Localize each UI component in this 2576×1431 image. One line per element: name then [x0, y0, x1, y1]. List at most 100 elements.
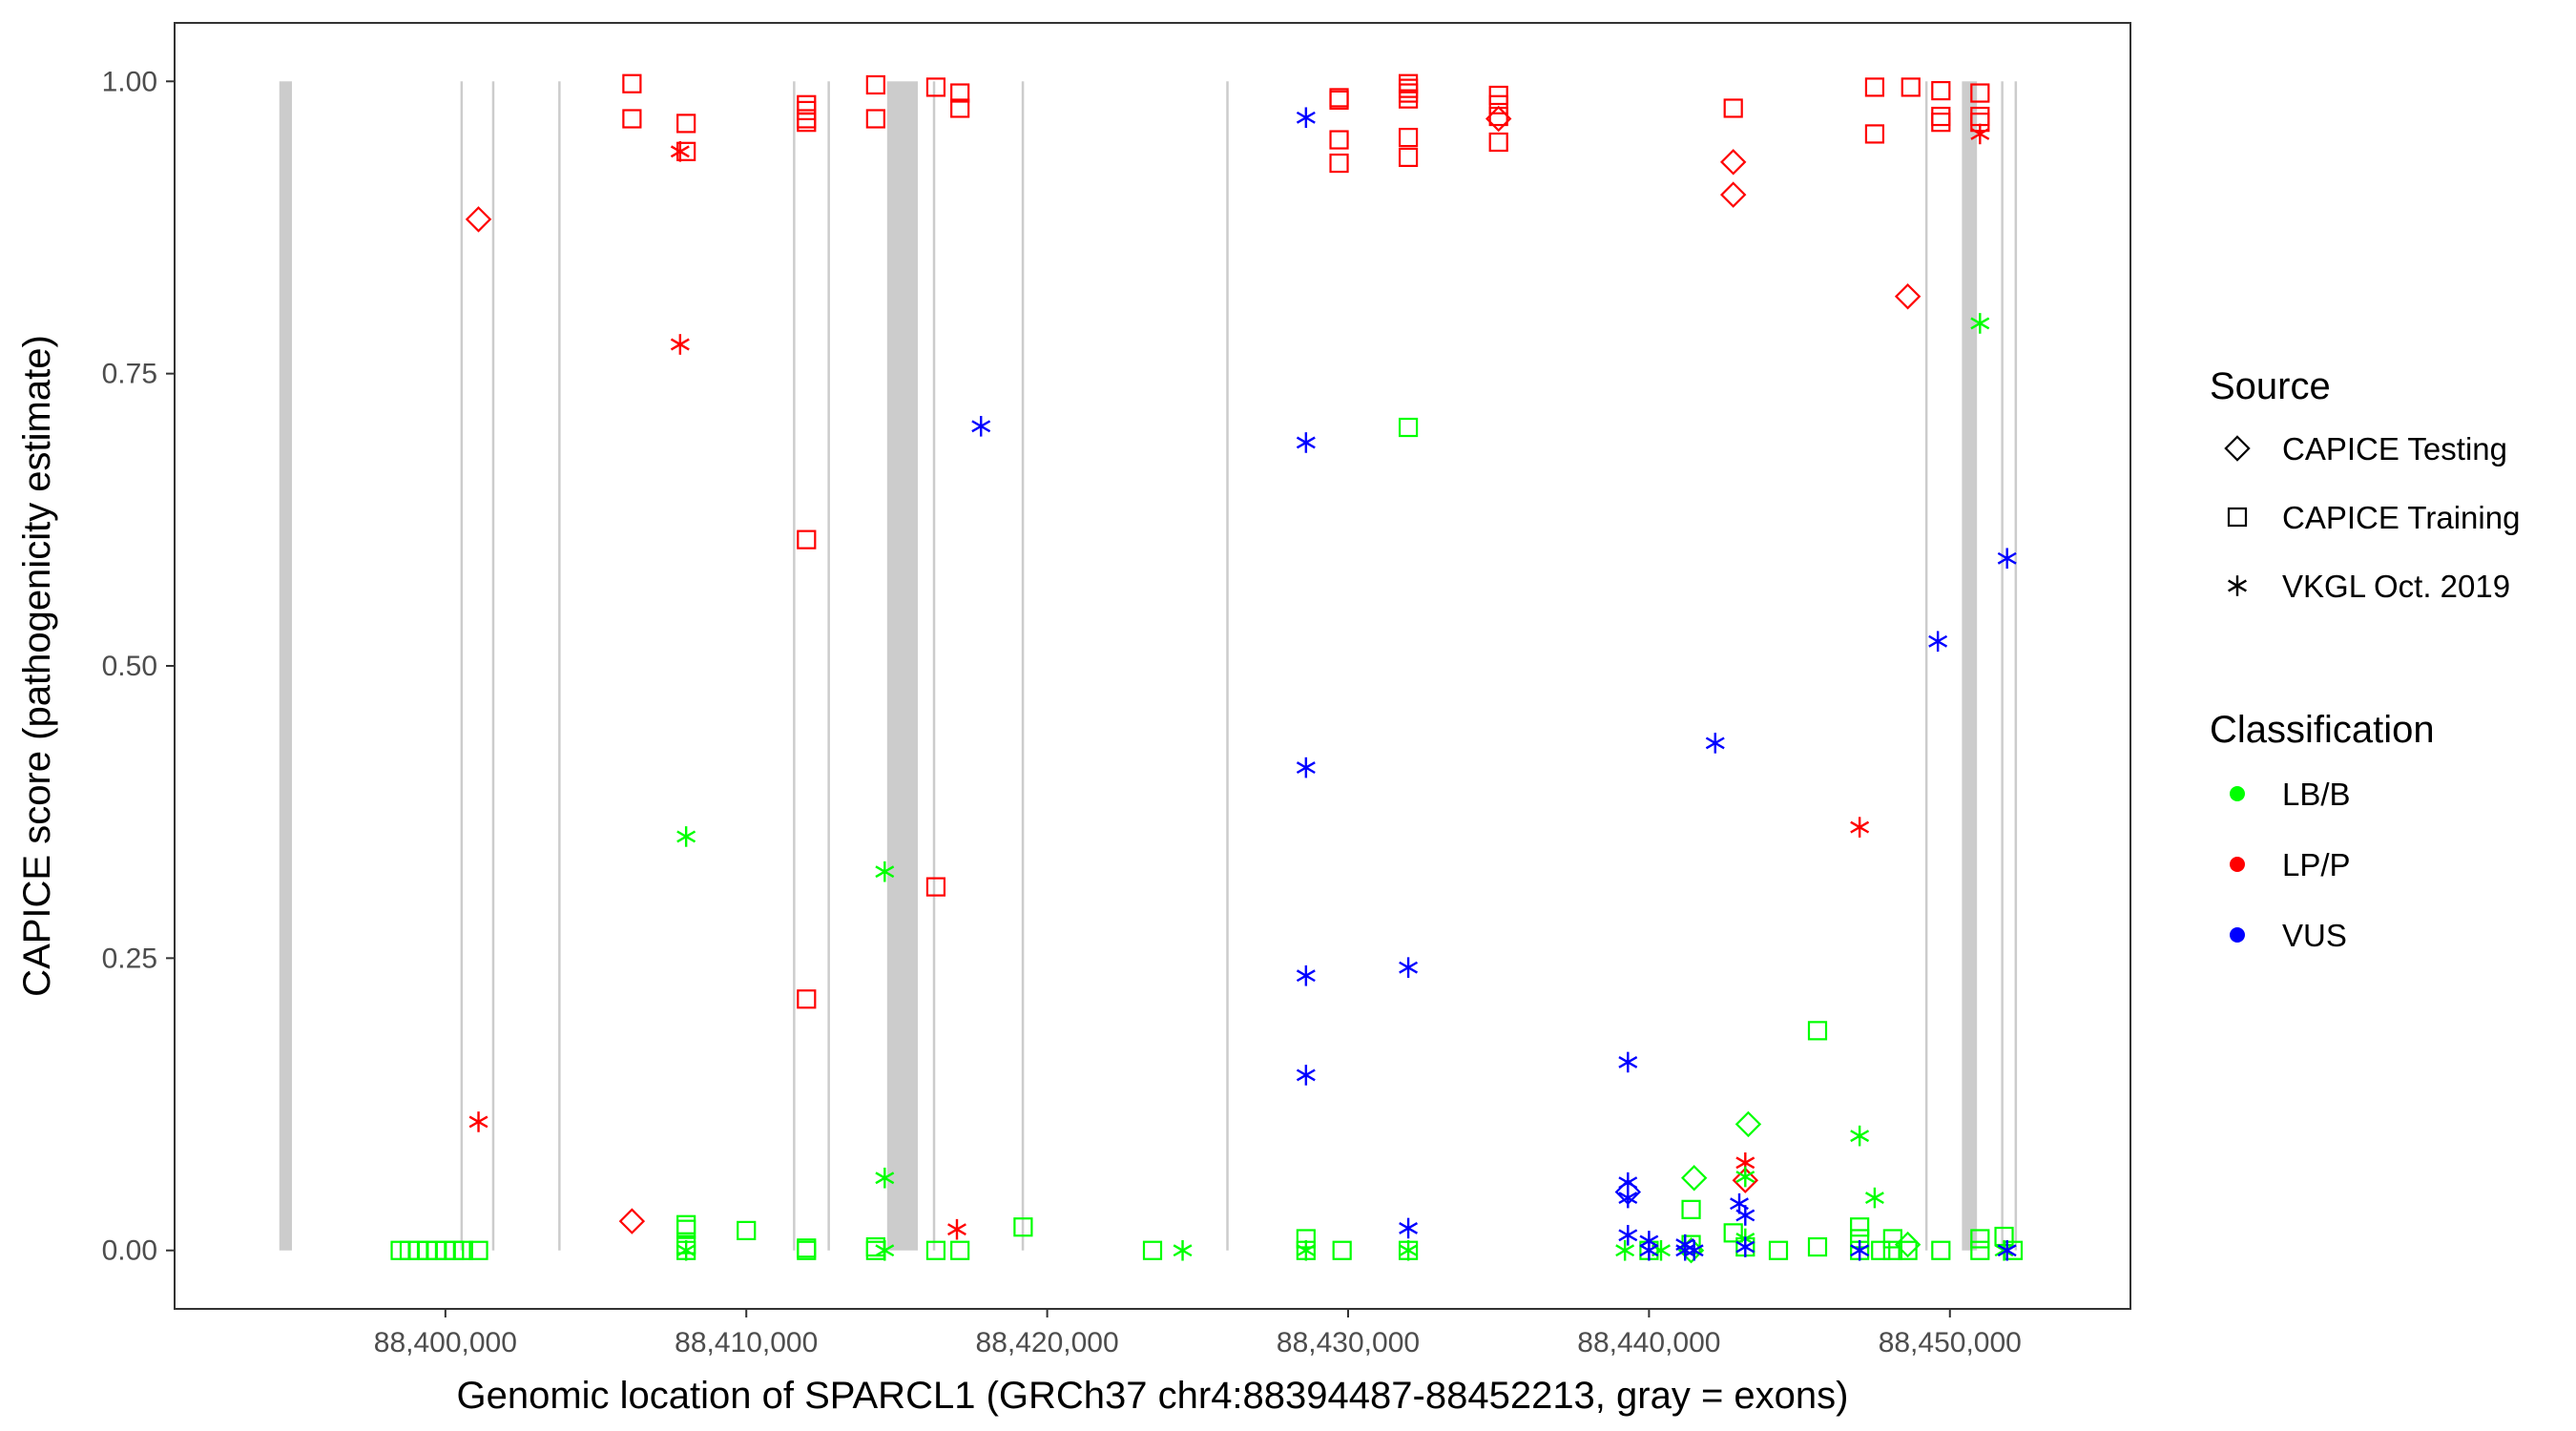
data-point: [1329, 90, 1349, 110]
exon-band: [1962, 81, 1978, 1251]
data-point: [1928, 631, 1948, 653]
data-point: [1398, 78, 1419, 98]
data-point: [1735, 1110, 1762, 1138]
y-tick-label: 1.00: [102, 66, 157, 97]
data-point: [676, 114, 696, 134]
data-point: [1398, 127, 1419, 148]
data-point: [1488, 132, 1508, 153]
series-lb-b-asterisk: [676, 313, 2014, 1261]
data-point: [925, 877, 946, 897]
data-point: [670, 334, 690, 355]
data-point: [1398, 417, 1419, 438]
data-point: [622, 109, 642, 129]
data-point: [1639, 1239, 1659, 1261]
data-point: [676, 826, 696, 847]
data-point: [925, 77, 946, 97]
data-point: [865, 109, 885, 129]
data-point: [1970, 83, 1990, 103]
data-point: [1994, 1239, 2014, 1261]
data-point: [947, 1218, 966, 1240]
data-point: [875, 1167, 895, 1189]
data-point: [676, 1239, 696, 1261]
data-point: [1675, 1239, 1695, 1261]
data-point: [1488, 94, 1508, 114]
data-point: [1864, 1187, 1884, 1209]
data-point: [1296, 1065, 1316, 1086]
data-point: [1894, 283, 1922, 310]
legend-key-dot: [2230, 927, 2245, 943]
data-point: [1871, 1240, 1891, 1260]
data-point: [797, 529, 817, 550]
legend-key-dot: [2230, 786, 2245, 801]
data-point: [1399, 1217, 1419, 1239]
data-point: [950, 98, 970, 118]
y-tick-label: 0.50: [102, 651, 157, 682]
data-point: [1735, 1236, 1755, 1257]
exon-band: [558, 81, 561, 1251]
data-point: [1296, 964, 1316, 986]
exon-band: [793, 81, 796, 1251]
exon-band: [460, 81, 464, 1251]
legend-key-diamond: [2224, 435, 2251, 462]
data-point: [1329, 130, 1349, 150]
exon-band: [1226, 81, 1229, 1251]
data-point: [1618, 1051, 1638, 1073]
exon-layer: [279, 81, 2018, 1251]
exon-band: [491, 81, 495, 1251]
exon-band: [2001, 81, 2004, 1251]
y-axis: 0.00 0.25 0.50 0.75 1.00: [102, 66, 175, 1267]
y-tick-label: 0.00: [102, 1235, 157, 1267]
data-point: [1768, 1240, 1789, 1260]
data-point: [1970, 123, 1990, 145]
data-point: [1615, 1239, 1635, 1261]
data-point: [1850, 1239, 1870, 1261]
data-point: [1931, 1240, 1951, 1260]
data-point: [1735, 1205, 1755, 1226]
data-point: [1705, 733, 1725, 754]
x-tick-label: 88,410,000: [675, 1327, 818, 1358]
data-point: [1142, 1240, 1163, 1260]
legend-key-asterisk: [2228, 575, 2247, 596]
data-point: [875, 1239, 895, 1261]
data-point: [950, 83, 970, 103]
data-point: [676, 1214, 696, 1234]
series-vus-diamond: [1614, 1178, 1642, 1206]
series-lb-b-square: [390, 417, 2024, 1260]
data-point: [1807, 1021, 1828, 1041]
x-tick-label: 88,450,000: [1879, 1327, 2022, 1358]
legend-source-items: CAPICE Testing CAPICE Training VKGL Oct. 2…: [2224, 431, 2520, 604]
data-point: [1296, 1239, 1316, 1261]
data-point: [1850, 1217, 1870, 1237]
data-point: [1970, 1240, 1990, 1260]
data-point: [1732, 1167, 1759, 1193]
data-point: [1850, 817, 1870, 838]
legend-key-dot: [2230, 857, 2245, 872]
data-point: [1970, 1229, 1990, 1249]
exon-band: [279, 81, 292, 1251]
legend-key-square: [2227, 507, 2248, 528]
data-point: [797, 989, 817, 1009]
y-tick-label: 0.25: [102, 943, 157, 974]
data-point: [676, 1219, 696, 1239]
data-point: [1332, 1240, 1352, 1260]
data-point: [1997, 1239, 2017, 1261]
x-axis: 88,400,000 88,410,000 88,420,000 88,430,000…: [374, 1309, 2022, 1358]
data-point: [1399, 1239, 1419, 1261]
data-point: [1485, 105, 1512, 133]
data-point: [465, 206, 492, 233]
data-point: [1723, 98, 1743, 118]
legend: Source CAPICE Testing CAPICE Training VKGL…: [2210, 365, 2520, 953]
data-point: [1894, 1231, 1922, 1258]
data-point: [1864, 77, 1885, 97]
data-point: [797, 113, 817, 133]
legend-source-label: CAPICE Testing: [2282, 431, 2507, 467]
data-point: [1970, 313, 1990, 334]
exon-band: [1924, 81, 1928, 1251]
exon-band: [827, 81, 830, 1251]
data-point: [1681, 1199, 1701, 1219]
exon-band: [2014, 81, 2018, 1251]
data-point: [676, 141, 696, 161]
data-point: [1618, 1224, 1638, 1246]
exon-band: [932, 81, 936, 1251]
